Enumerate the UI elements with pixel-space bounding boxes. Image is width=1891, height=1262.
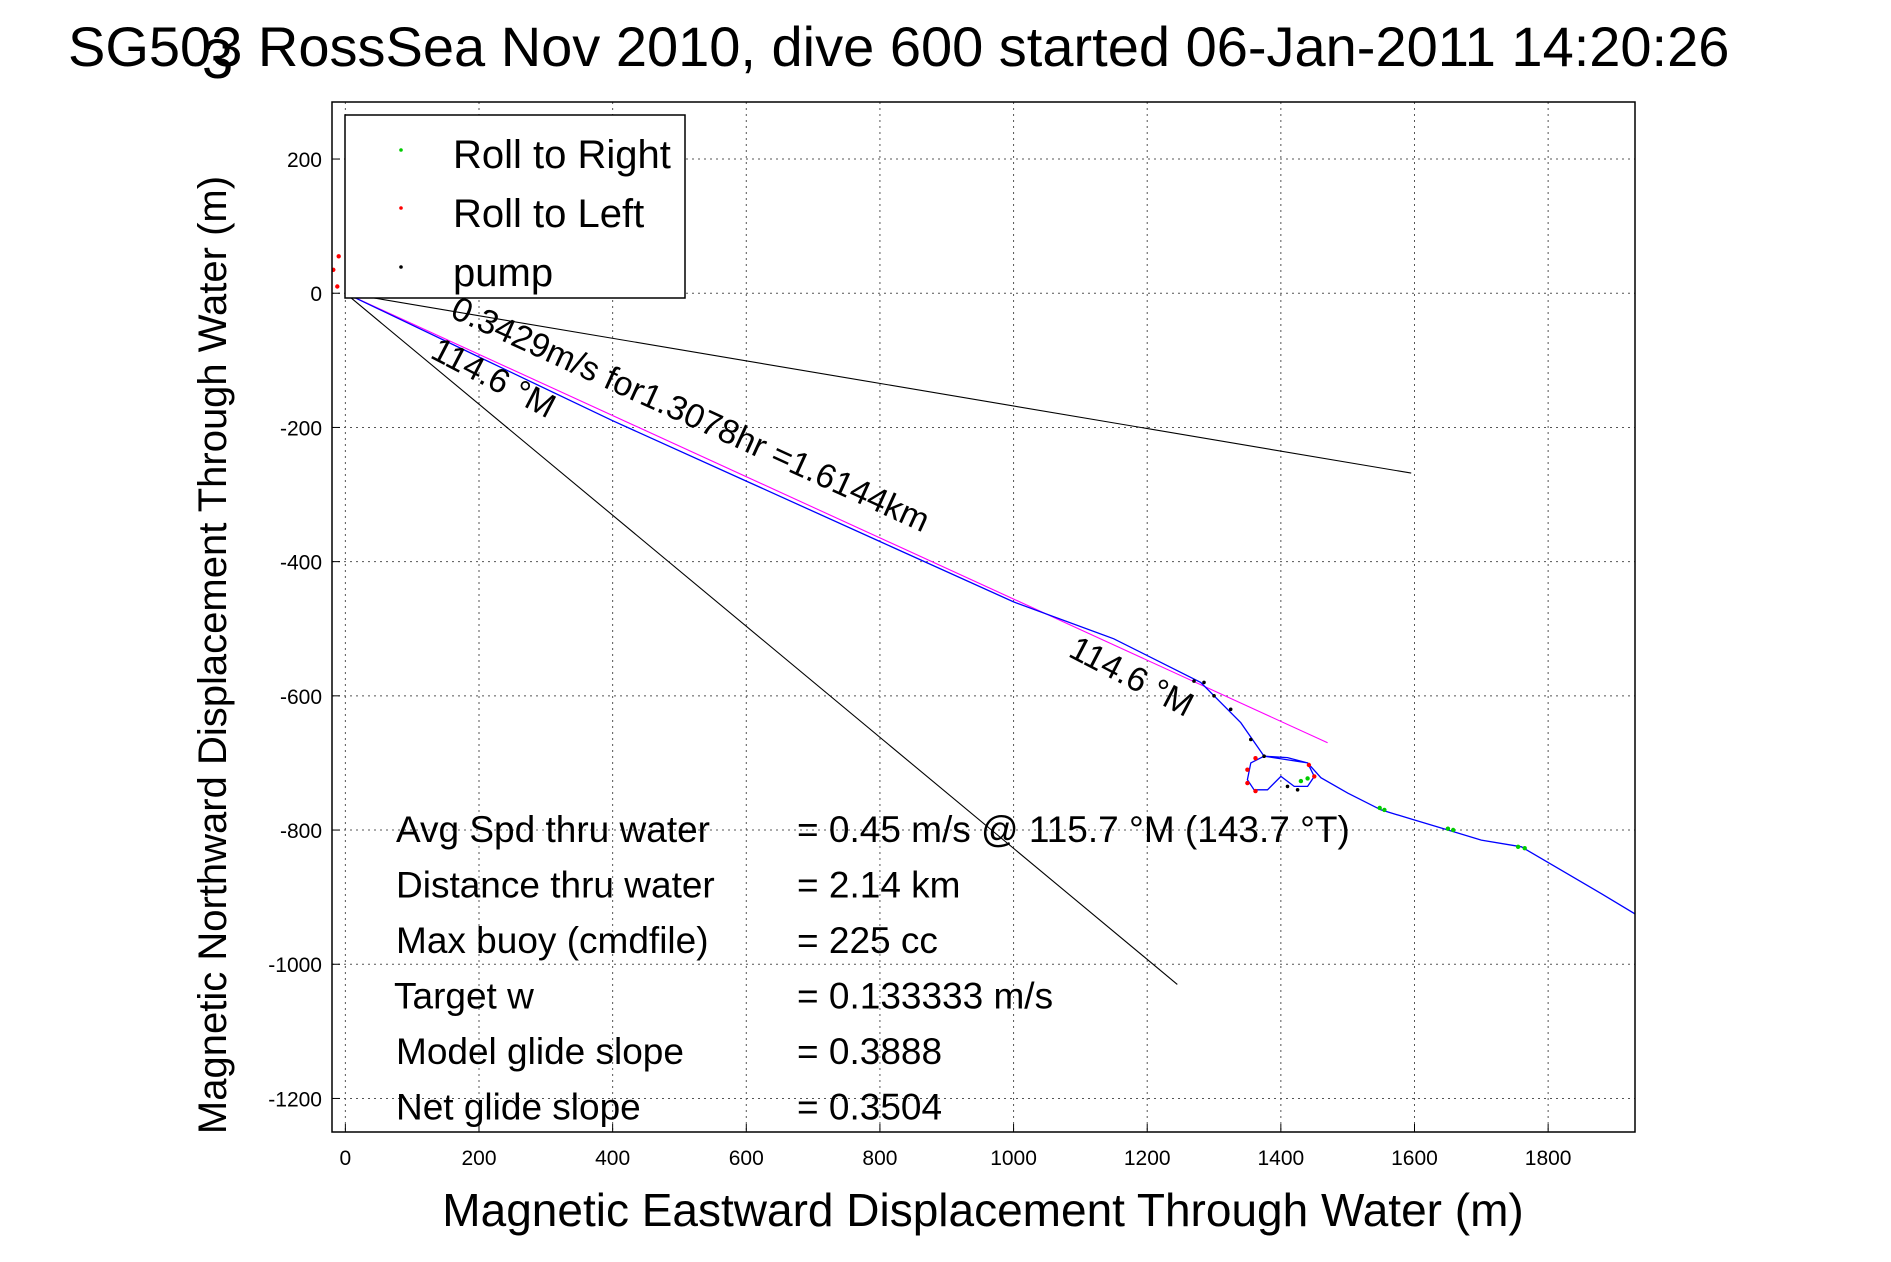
- stats-label: Distance thru water: [396, 865, 715, 906]
- stats-value: = 0.3888: [797, 1031, 942, 1072]
- roll-right-point: [1377, 805, 1382, 811]
- pump-point: [1228, 707, 1233, 712]
- y-tick-label: -200: [280, 417, 322, 440]
- legend-label-roll-left: Roll to Left: [453, 192, 644, 236]
- stats-value: = 225 cc: [797, 920, 938, 961]
- track-line: [345, 292, 1635, 915]
- roll-right-point: [1382, 807, 1387, 813]
- x-tick-label: 1400: [1257, 1147, 1304, 1170]
- pump-point: [1262, 754, 1266, 758]
- pump-point: [1202, 680, 1206, 685]
- pump-point: [1295, 788, 1300, 792]
- heading-line: [345, 292, 1412, 474]
- title-overlap-glyph: 3: [202, 27, 233, 90]
- pump-point: [1285, 784, 1290, 789]
- stats-label: Avg Spd thru water: [396, 809, 710, 850]
- y-tick-label: -600: [280, 686, 322, 709]
- legend: Roll to Right Roll to Left pump: [344, 114, 686, 299]
- y-tick-label: 200: [287, 149, 322, 172]
- stats-label: Max buoy (cmdfile): [396, 920, 709, 961]
- stats-label: Target w: [394, 976, 534, 1017]
- roll-left-point: [336, 254, 341, 259]
- y-tick-label: -1000: [268, 954, 322, 977]
- x-tick-labels: 0 200 400 600 800 1000 1200 1400 1600 1800: [340, 1124, 1572, 1170]
- x-tick-label: 600: [729, 1147, 764, 1170]
- x-tick-label: 1000: [990, 1147, 1037, 1170]
- stats-value: = 0.45 m/s @ 115.7 °M (143.7 °T): [797, 809, 1350, 850]
- stats-block: Avg Spd thru water = 0.45 m/s @ 115.7 °M …: [394, 809, 1350, 1128]
- roll-left-point: [1245, 767, 1250, 772]
- stats-label: Net glide slope: [396, 1087, 641, 1128]
- x-tick-label: 1800: [1525, 1147, 1572, 1170]
- legend-marker-roll-left: [399, 206, 403, 210]
- stats-value: = 0.133333 m/s: [797, 976, 1053, 1017]
- y-tick-labels: -1200 -1000 -800 -600 -400 -200 0 200: [268, 149, 340, 1111]
- y-axis-label: Magnetic Northward Displacement Through …: [191, 176, 235, 1134]
- x-tick-label: 200: [461, 1147, 496, 1170]
- roll-right-point: [1515, 844, 1521, 849]
- series-layer: [332, 244, 1635, 985]
- legend-marker-roll-right: [399, 148, 403, 152]
- legend-marker-pump: [399, 265, 403, 269]
- stats-value: = 0.3504: [797, 1087, 942, 1128]
- roll-left-point: [1253, 756, 1258, 761]
- stats-value: = 2.14 km: [797, 865, 961, 906]
- x-tick-label: 0: [340, 1147, 352, 1170]
- y-tick-label: 0: [310, 283, 322, 306]
- roll-left-point: [335, 284, 340, 289]
- roll-left-point: [1306, 762, 1312, 768]
- heading-line: [345, 292, 1178, 985]
- roll-right-point: [1522, 846, 1527, 851]
- roll-right-point: [1298, 778, 1304, 784]
- x-tick-label: 800: [862, 1147, 897, 1170]
- y-tick-label: -1200: [268, 1088, 322, 1111]
- y-tick-label: -800: [280, 820, 322, 843]
- plot-frame: [331, 101, 1636, 1133]
- y-tick-label: -400: [280, 552, 322, 575]
- chart-title: SG503 RossSea Nov 2010, dive 600 started…: [68, 15, 1729, 78]
- x-axis-label: Magnetic Eastward Displacement Through W…: [442, 1184, 1523, 1236]
- roll-left-point: [1312, 774, 1317, 779]
- roll-right-point: [1445, 826, 1451, 831]
- roll-right-point: [1305, 776, 1310, 781]
- x-tick-label: 400: [595, 1147, 630, 1170]
- legend-label-roll-right: Roll to Right: [453, 133, 671, 177]
- legend-label-pump: pump: [453, 251, 553, 295]
- roll-right-point: [1451, 827, 1456, 833]
- pump-point: [1212, 694, 1216, 698]
- roll-left-point: [332, 267, 336, 272]
- stats-label: Model glide slope: [396, 1031, 684, 1072]
- pump-point: [1249, 737, 1253, 742]
- x-tick-label: 1200: [1124, 1147, 1171, 1170]
- roll-left-point: [1253, 788, 1258, 794]
- roll-left-point: [1245, 780, 1250, 786]
- fit-line: [345, 292, 1328, 744]
- x-tick-label: 1600: [1391, 1147, 1438, 1170]
- pump-point: [1192, 679, 1196, 683]
